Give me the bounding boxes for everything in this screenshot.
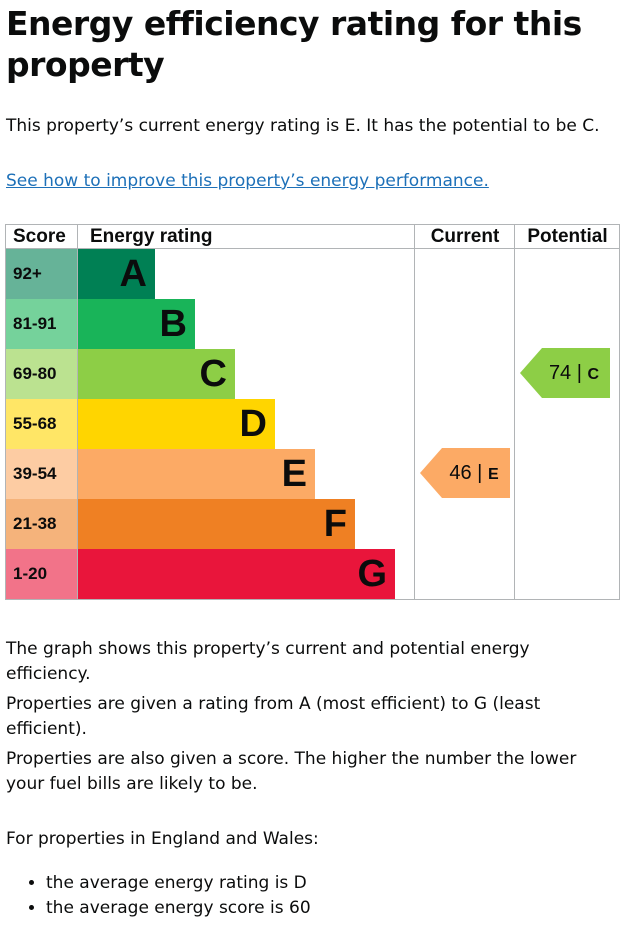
band-bar: A bbox=[77, 249, 155, 299]
header-potential: Potential bbox=[515, 224, 620, 249]
band-letter: F bbox=[323, 503, 347, 545]
rating-explanation: Properties are given a rating from A (mo… bbox=[6, 694, 541, 739]
potential-rating-arrow: 74 | C bbox=[520, 348, 610, 398]
band-score: 39-54 bbox=[5, 449, 77, 499]
rating-summary: This property’s current energy rating is… bbox=[6, 116, 600, 136]
potential-score: 74 | bbox=[548, 362, 582, 384]
divider bbox=[77, 224, 78, 600]
current-score: 46 | bbox=[449, 462, 483, 484]
score-explanation: Properties are also given a score. The h… bbox=[6, 749, 577, 794]
band-score: 92+ bbox=[5, 249, 77, 299]
regional-intro: For properties in England and Wales: bbox=[6, 829, 319, 849]
band-letter: D bbox=[239, 403, 267, 445]
header-current: Current bbox=[415, 224, 515, 249]
graph-explanation: The graph shows this property’s current … bbox=[6, 639, 530, 684]
divider bbox=[414, 224, 415, 600]
page-title: Energy efficiency rating for this proper… bbox=[6, 4, 582, 84]
band-letter: E bbox=[281, 453, 307, 495]
energy-rating-chart: Score Energy rating Current Potential 92… bbox=[5, 224, 620, 600]
band-letter: C bbox=[199, 353, 227, 395]
band-score: 1-20 bbox=[5, 549, 77, 599]
current-rating-arrow: 46 | E bbox=[420, 448, 510, 498]
band-score: 21-38 bbox=[5, 499, 77, 549]
header-score: Score bbox=[5, 224, 77, 249]
band-bar: D bbox=[77, 399, 275, 449]
band-score: 81-91 bbox=[5, 299, 77, 349]
current-letter: E bbox=[487, 466, 499, 483]
band-letter: A bbox=[119, 253, 147, 295]
band-bar: E bbox=[77, 449, 315, 499]
band-letter: G bbox=[357, 553, 387, 595]
band-score: 55-68 bbox=[5, 399, 77, 449]
potential-letter: C bbox=[587, 366, 600, 383]
list-item: the average energy score is 60 bbox=[46, 896, 311, 921]
chart-border bbox=[5, 224, 620, 600]
band-score: 69-80 bbox=[5, 349, 77, 399]
band-bar: B bbox=[77, 299, 195, 349]
band-letter: B bbox=[159, 303, 187, 345]
list-item: the average energy rating is D bbox=[46, 871, 311, 896]
band-bar: C bbox=[77, 349, 235, 399]
band-bar: F bbox=[77, 499, 355, 549]
header-energy-rating: Energy rating bbox=[77, 224, 415, 249]
average-facts-list: the average energy rating is D the avera… bbox=[6, 871, 311, 921]
band-bar: G bbox=[77, 549, 395, 599]
divider bbox=[514, 224, 515, 600]
improve-performance-link[interactable]: See how to improve this property’s energ… bbox=[6, 171, 489, 191]
